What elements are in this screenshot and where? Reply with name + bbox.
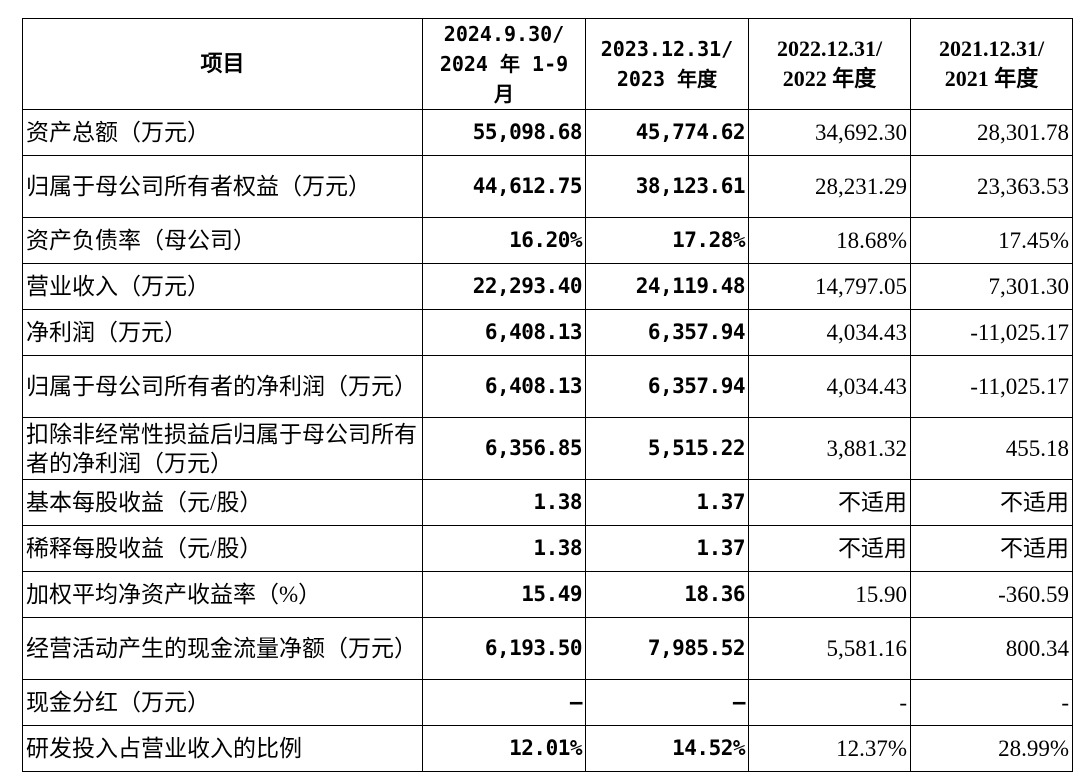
cell-value: 1.37 — [585, 479, 749, 526]
cell-value: 3,881.32 — [748, 417, 911, 480]
row-label: 归属于母公司所有者权益（万元） — [22, 155, 423, 218]
cell-value: 6,357.94 — [585, 355, 749, 418]
table-row: 净利润（万元） 6,408.13 6,357.94 4,034.43 -11,025.1… — [22, 309, 1073, 356]
cell-value: 不适用 — [910, 525, 1073, 572]
table-row: 归属于母公司所有者权益（万元） 44,612.75 38,123.61 28,231.… — [22, 155, 1073, 218]
row-label: 研发投入占营业收入的比例 — [22, 725, 423, 772]
header-line: 2024 年 1-9 月 — [439, 52, 569, 106]
header-cell: 2024.9.30/2024 年 1-9 月 — [422, 18, 586, 110]
row-label: 资产总额（万元） — [22, 109, 423, 156]
cell-value: 6,193.50 — [422, 617, 586, 680]
table-row: 扣除非经常性损益后归属于母公司所有者的净利润（万元） 6,356.85 5,515.… — [22, 417, 1073, 480]
cell-value: 28,231.29 — [748, 155, 911, 218]
cell-value: 不适用 — [910, 479, 1073, 526]
cell-value: 14,797.05 — [748, 263, 911, 310]
cell-value: 55,098.68 — [422, 109, 586, 156]
header-row: 项目 2024.9.30/2024 年 1-9 月 2023.12.31/2023 … — [22, 18, 1073, 110]
cell-value: 22,293.40 — [422, 263, 586, 310]
row-label: 经营活动产生的现金流量净额（万元） — [22, 617, 423, 680]
row-label: 稀释每股收益（元/股） — [22, 525, 423, 572]
cell-value: 5,581.16 — [748, 617, 911, 680]
cell-value: 6,408.13 — [422, 355, 586, 418]
row-label: 加权平均净资产收益率（%） — [22, 571, 423, 618]
cell-value: 1.37 — [585, 525, 749, 572]
cell-value: 6,408.13 — [422, 309, 586, 356]
cell-value: – — [422, 679, 586, 726]
cell-value: 23,363.53 — [910, 155, 1073, 218]
cell-value: 6,357.94 — [585, 309, 749, 356]
header-line: 2023.12.31/ — [600, 37, 734, 61]
header-line: 2023 年度 — [616, 67, 718, 91]
cell-value: 17.28% — [585, 217, 749, 264]
header-line: 2022 年度 — [782, 66, 877, 91]
page: {"table": { "header": [["项目"], ["2024.9.… — [22, 18, 1073, 772]
cell-value: - — [748, 679, 911, 726]
cell-value: 4,034.43 — [748, 355, 911, 418]
cell-value: 16.20% — [422, 217, 586, 264]
cell-value: 7,985.52 — [585, 617, 749, 680]
header-line: 项目 — [200, 51, 245, 76]
cell-value: 4,034.43 — [748, 309, 911, 356]
row-label: 归属于母公司所有者的净利润（万元） — [22, 355, 423, 418]
cell-value: 24,119.48 — [585, 263, 749, 310]
table-row: 基本每股收益（元/股） 1.38 1.37 不适用 不适用 — [22, 479, 1073, 526]
table-row: 研发投入占营业收入的比例 12.01% 14.52% 12.37% 28.99% — [22, 725, 1073, 772]
header-line: 2021.12.31/ — [938, 36, 1045, 61]
cell-value: – — [585, 679, 749, 726]
header-cell: 2023.12.31/2023 年度 — [585, 18, 749, 110]
cell-value: 45,774.62 — [585, 109, 749, 156]
row-label: 现金分红（万元） — [22, 679, 423, 726]
cell-value: -11,025.17 — [910, 309, 1073, 356]
cell-value: 1.38 — [422, 525, 586, 572]
row-label: 扣除非经常性损益后归属于母公司所有者的净利润（万元） — [22, 417, 423, 480]
cell-value: 18.68% — [748, 217, 911, 264]
cell-value: 18.36 — [585, 571, 749, 618]
header-line: 2021 年度 — [944, 66, 1039, 91]
cell-value: 44,612.75 — [422, 155, 586, 218]
cell-value: 28,301.78 — [910, 109, 1073, 156]
cell-value: 7,301.30 — [910, 263, 1073, 310]
cell-value: 6,356.85 — [422, 417, 586, 480]
cell-value: 34,692.30 — [748, 109, 911, 156]
table-row: 营业收入（万元） 22,293.40 24,119.48 14,797.05 7,301… — [22, 263, 1073, 310]
cell-value: - — [910, 679, 1073, 726]
cell-value: 28.99% — [910, 725, 1073, 772]
header-line: 2024.9.30/ — [443, 22, 565, 46]
table-row: 现金分红（万元） – – - - — [22, 679, 1073, 726]
cell-value: 14.52% — [585, 725, 749, 772]
row-label: 营业收入（万元） — [22, 263, 423, 310]
row-label: 净利润（万元） — [22, 309, 423, 356]
cell-value: 12.01% — [422, 725, 586, 772]
header-cell: 2022.12.31/2022 年度 — [748, 18, 911, 110]
cell-value: 不适用 — [748, 479, 911, 526]
header-cell: 项目 — [22, 18, 423, 110]
row-label: 资产负债率（母公司） — [22, 217, 423, 264]
cell-value: 1.38 — [422, 479, 586, 526]
cell-value: -360.59 — [910, 571, 1073, 618]
table-row: 归属于母公司所有者的净利润（万元） 6,408.13 6,357.94 4,034.4… — [22, 355, 1073, 418]
table-row: 资产总额（万元） 55,098.68 45,774.62 34,692.30 28,30… — [22, 109, 1073, 156]
cell-value: 800.34 — [910, 617, 1073, 680]
cell-value: 12.37% — [748, 725, 911, 772]
cell-value: 455.18 — [910, 417, 1073, 480]
header-line: 2022.12.31/ — [776, 36, 883, 61]
table-body: 资产总额（万元） 55,098.68 45,774.62 34,692.30 28,30… — [22, 109, 1073, 772]
cell-value: 15.90 — [748, 571, 911, 618]
financial-table: 项目 2024.9.30/2024 年 1-9 月 2023.12.31/2023 … — [22, 18, 1073, 772]
cell-value: 不适用 — [748, 525, 911, 572]
header-cell: 2021.12.31/2021 年度 — [910, 18, 1073, 110]
cell-value: 17.45% — [910, 217, 1073, 264]
row-label: 基本每股收益（元/股） — [22, 479, 423, 526]
cell-value: 15.49 — [422, 571, 586, 618]
table-row: 加权平均净资产收益率（%） 15.49 18.36 15.90 -360.59 — [22, 571, 1073, 618]
cell-value: -11,025.17 — [910, 355, 1073, 418]
cell-value: 38,123.61 — [585, 155, 749, 218]
table-row: 资产负债率（母公司） 16.20% 17.28% 18.68% 17.45% — [22, 217, 1073, 264]
cell-value: 5,515.22 — [585, 417, 749, 480]
table-row: 稀释每股收益（元/股） 1.38 1.37 不适用 不适用 — [22, 525, 1073, 572]
table-row: 经营活动产生的现金流量净额（万元） 6,193.50 7,985.52 5,581.1… — [22, 617, 1073, 680]
